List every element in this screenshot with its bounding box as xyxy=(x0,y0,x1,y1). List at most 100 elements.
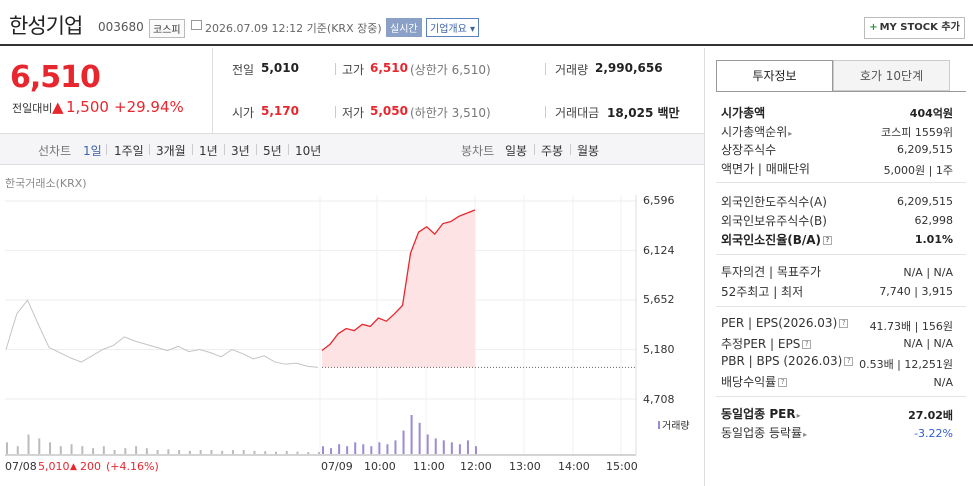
volume-bar xyxy=(124,448,127,454)
x-tick: 12:00 xyxy=(460,460,492,473)
volume-bar xyxy=(458,444,461,454)
volume-bar xyxy=(16,446,19,454)
tab-daily[interactable]: 일봉 xyxy=(505,144,528,158)
divider xyxy=(149,144,150,155)
est-per-value: N/A | N/A xyxy=(903,337,953,350)
tab-weekly[interactable]: 주봉 xyxy=(541,144,564,158)
divider xyxy=(288,144,289,155)
company-overview-label: 기업개요 xyxy=(430,24,467,35)
volume-bar xyxy=(330,448,333,454)
foreign-holdings-value: 62,998 xyxy=(914,214,954,227)
market-cap-label: 시가총액 xyxy=(721,106,766,120)
divider xyxy=(224,144,225,155)
volume-bar xyxy=(442,440,445,454)
volume-bar xyxy=(221,450,224,454)
volume-bar xyxy=(38,438,41,454)
volume-label: 거래량 xyxy=(555,63,589,77)
market-cap-rank-label[interactable]: 시가총액순위▸ xyxy=(721,123,792,140)
mystock-add-button[interactable]: + MY STOCK 추가 xyxy=(864,17,965,39)
help-icon[interactable]: ? xyxy=(844,357,854,366)
open-label: 시가 xyxy=(232,106,255,120)
volume-bar xyxy=(156,450,159,454)
low-value: 5,050 xyxy=(370,104,408,118)
low-label: 저가 xyxy=(342,106,365,120)
price-change-pct: +29.94% xyxy=(114,98,184,116)
divider xyxy=(256,144,257,155)
foreign-ratio-label: 외국인소진율(B/A)? xyxy=(721,231,833,248)
week52-label: 52주최고 | 최저 xyxy=(721,285,804,299)
volume-bar xyxy=(426,434,429,454)
sector-per-label[interactable]: 동일업종 PER▸ xyxy=(721,405,801,422)
per-eps-label: PER | EPS(2026.03)? xyxy=(721,316,849,330)
volume-bar xyxy=(318,452,320,454)
divider xyxy=(716,396,966,397)
divider xyxy=(716,254,966,255)
x-tick: 07/09 xyxy=(321,460,353,473)
sector-change-label[interactable]: 동일업종 등락률▸ xyxy=(721,424,807,441)
help-icon[interactable]: ? xyxy=(839,319,849,328)
volume-legend-swatch xyxy=(658,421,660,429)
price-chart[interactable]: 한국거래소(KRX) 6,596 6,124 5,652 5,180 4,708… xyxy=(0,165,704,486)
pbr-bps-text: PBR | BPS (2026.03) xyxy=(721,354,843,368)
tab-1d[interactable]: 1일 xyxy=(83,144,102,158)
y-tick: 4,708 xyxy=(643,393,675,406)
stock-code: 003680 xyxy=(98,20,144,34)
tab-orderbook-10[interactable]: 호가 10단계 xyxy=(833,60,950,91)
tab-3y[interactable]: 3년 xyxy=(231,144,250,158)
dividend-text: 배당수익률 xyxy=(721,375,777,389)
volume-bar xyxy=(307,452,310,454)
change-label: 전일대비 xyxy=(12,102,53,115)
market-cap-rank-text: 시가총액순위 xyxy=(721,125,788,139)
foreign-limit-value: 6,209,515 xyxy=(897,195,953,208)
tab-3m[interactable]: 3개월 xyxy=(156,144,186,158)
per-eps-value: 41.73배 | 156원 xyxy=(869,320,953,333)
volume-bar xyxy=(378,442,381,454)
volume-bar xyxy=(370,446,373,454)
tab-1y[interactable]: 1년 xyxy=(199,144,218,158)
volume-bar xyxy=(231,450,234,454)
volume-bar xyxy=(296,451,299,454)
prev-day-close: 5,010 xyxy=(38,460,70,473)
price-box: 6,510 전일대비 ▲ 1,500 +29.94% xyxy=(0,48,213,134)
sector-per-value: 27.02배 xyxy=(908,409,953,422)
volume-bar xyxy=(92,448,95,454)
tab-10y[interactable]: 10년 xyxy=(295,144,322,158)
mystock-label: MY STOCK 추가 xyxy=(879,22,960,33)
y-tick: 6,596 xyxy=(643,194,675,207)
tab-monthly[interactable]: 월봉 xyxy=(577,144,600,158)
volume-bar xyxy=(386,444,389,454)
volume-bar xyxy=(27,434,30,454)
week52-value: 7,740 | 3,915 xyxy=(879,285,953,298)
tab-investment-info[interactable]: 투자정보 xyxy=(716,60,833,91)
chevron-right-icon: ▸ xyxy=(796,411,801,420)
current-price: 6,510 xyxy=(10,60,101,95)
x-tick: 14:00 xyxy=(558,460,590,473)
candle-chart-label: 봉차트 xyxy=(461,144,495,158)
volume-bar xyxy=(81,446,84,454)
volume-bar xyxy=(362,444,365,454)
help-icon[interactable]: ? xyxy=(823,236,833,245)
est-per-label: 추정PER | EPS? xyxy=(721,335,812,352)
stock-header: 한성기업 003680 코스피 2026.07.09 12:12 기준(KRX … xyxy=(0,0,973,46)
par-value-value: 5,000원 | 1주 xyxy=(883,164,953,177)
volume-bar xyxy=(394,440,397,454)
prev-value: 5,010 xyxy=(261,61,299,75)
pbr-bps-label: PBR | BPS (2026.03)? xyxy=(721,354,854,368)
tab-5y[interactable]: 5년 xyxy=(263,144,282,158)
chevron-right-icon: ▸ xyxy=(788,129,793,138)
chart-canvas[interactable] xyxy=(0,165,704,486)
volume-bar xyxy=(434,438,437,454)
opinion-label: 투자의견 | 목표주가 xyxy=(721,265,821,279)
volume-bar xyxy=(49,442,52,454)
foreign-holdings-label: 외국인보유주식수(B) xyxy=(721,214,827,228)
est-per-text: 추정PER | EPS xyxy=(721,337,801,351)
company-overview-button[interactable]: 기업개요 ▾ xyxy=(426,18,480,37)
tab-1w[interactable]: 1주일 xyxy=(114,144,144,158)
realtime-badge: 실시간 xyxy=(386,18,422,37)
prev-label: 전일 xyxy=(232,63,255,77)
volume-bar xyxy=(199,450,202,454)
help-icon[interactable]: ? xyxy=(778,378,788,387)
high-value: 6,510 xyxy=(370,61,408,75)
help-icon[interactable]: ? xyxy=(802,340,812,349)
x-tick: 10:00 xyxy=(364,460,396,473)
